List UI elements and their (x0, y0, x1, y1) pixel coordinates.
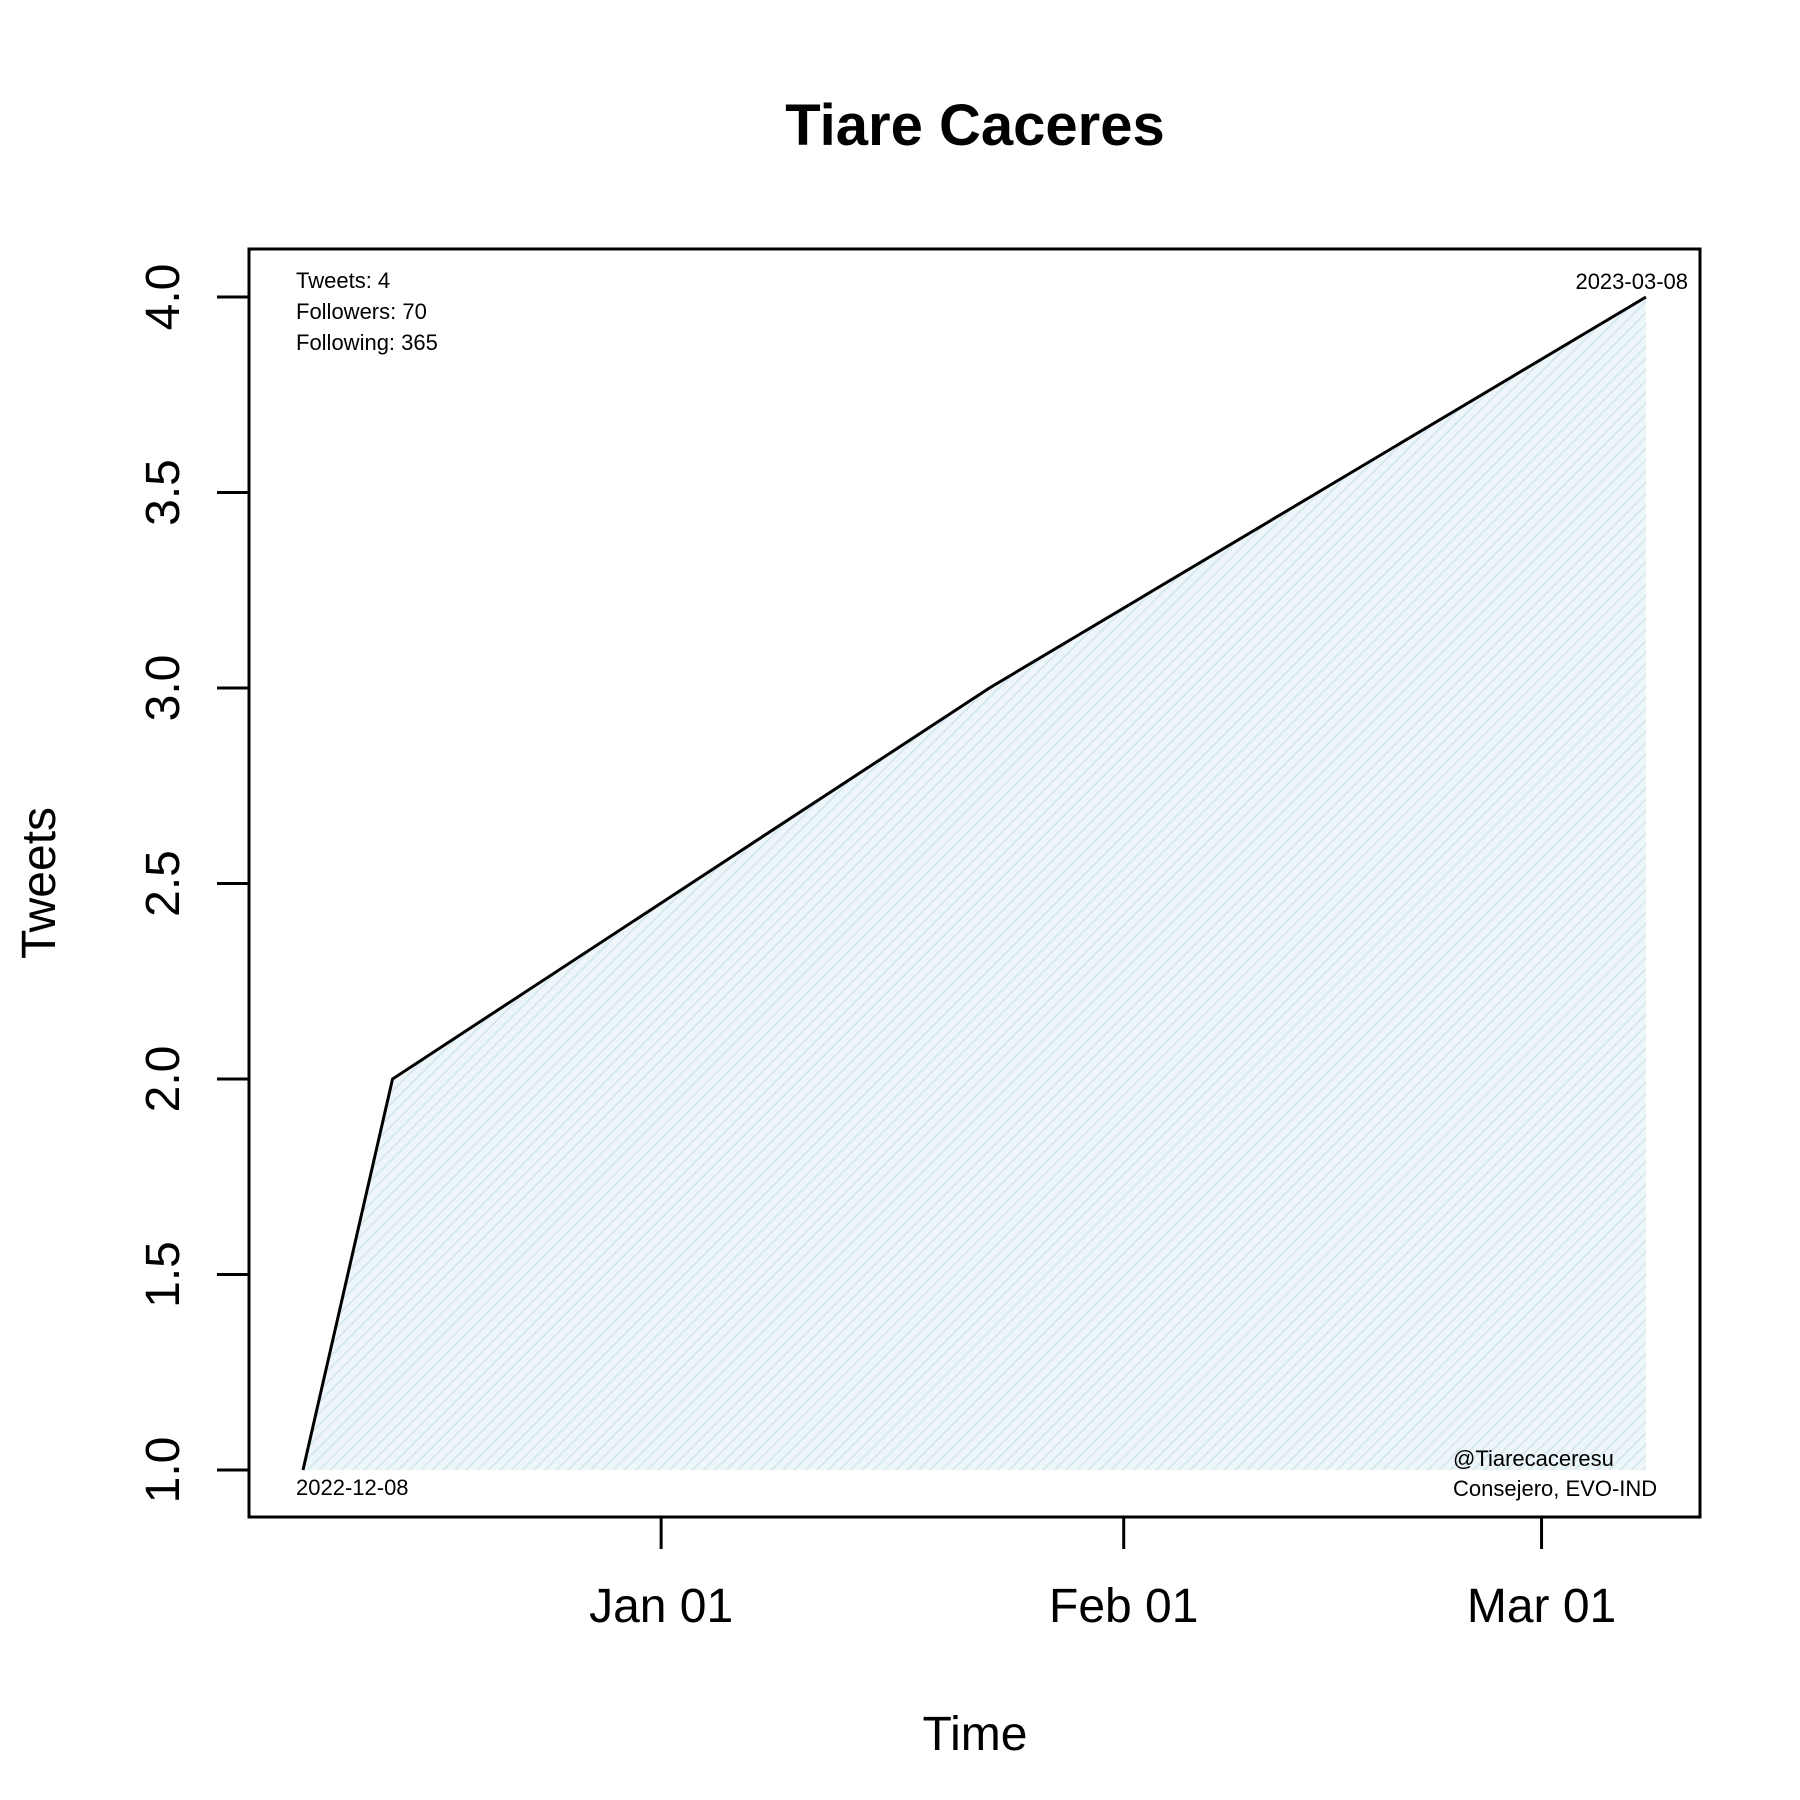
x-tick-label: Feb 01 (1049, 1580, 1198, 1633)
start-date-label: 2022-12-08 (296, 1475, 409, 1500)
end-date-label: 2023-03-08 (1575, 269, 1688, 294)
handle-label: @Tiarecaceresu (1453, 1446, 1614, 1471)
x-tick-label: Mar 01 (1467, 1580, 1616, 1633)
chart-title: Tiare Caceres (785, 93, 1164, 158)
y-tick-label: 2.0 (137, 1046, 190, 1113)
x-axis-label: Time (923, 1708, 1028, 1761)
affiliation-label: Consejero, EVO-IND (1453, 1476, 1657, 1501)
stat-tweets: Tweets: 4 (296, 268, 390, 293)
y-tick-label: 1.0 (137, 1437, 190, 1504)
stat-followers: Followers: 70 (296, 299, 427, 324)
y-axis: 1.0 1.5 2.0 2.5 3.0 3.5 4.0 (137, 264, 251, 1504)
x-axis: Jan 01 Feb 01 Mar 01 (589, 1517, 1616, 1633)
stat-following: Following: 365 (296, 330, 438, 355)
series-line (301, 295, 1647, 1471)
y-tick-label: 4.0 (137, 264, 190, 331)
y-tick-label: 3.0 (137, 655, 190, 722)
x-tick-label: Jan 01 (589, 1580, 733, 1633)
y-tick-label: 2.5 (137, 850, 190, 917)
y-tick-label: 1.5 (137, 1241, 190, 1308)
y-axis-label: Tweets (13, 807, 66, 959)
area-fill (303, 297, 1646, 1470)
y-tick-label: 3.5 (137, 459, 190, 526)
